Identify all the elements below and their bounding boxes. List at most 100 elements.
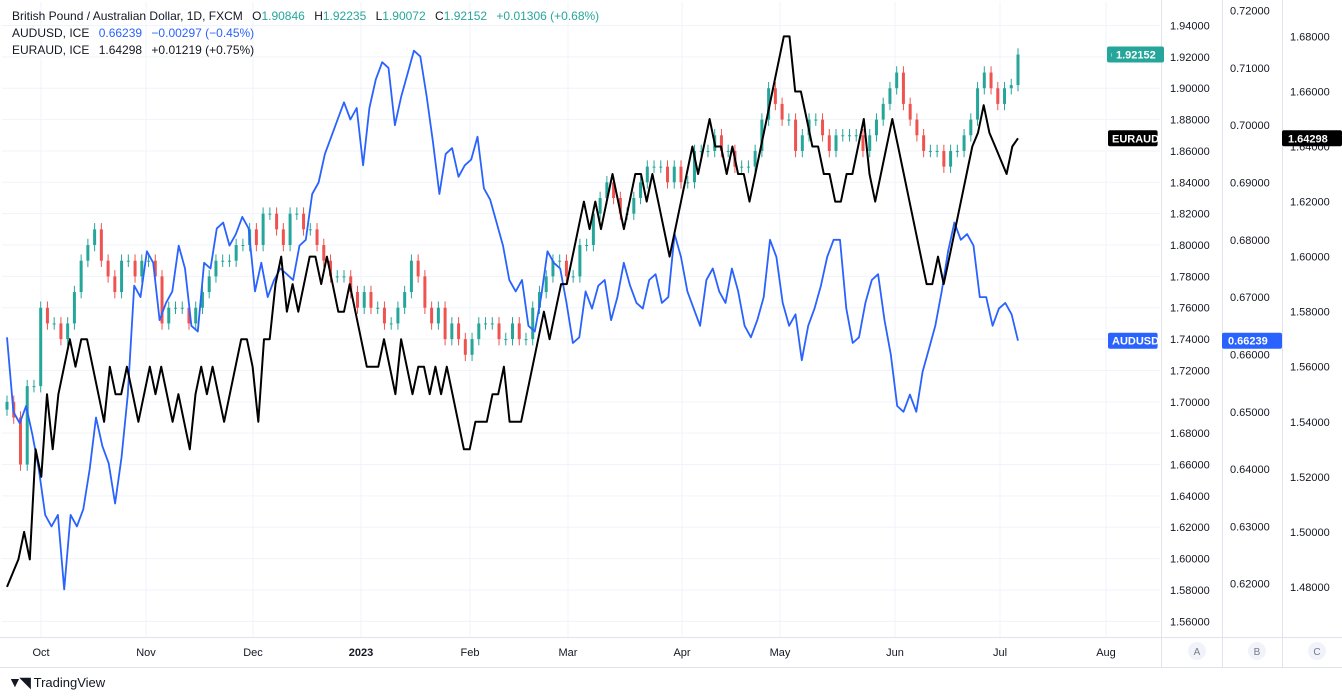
gbpaud-candle xyxy=(598,197,602,214)
scale-B-button xyxy=(1248,642,1266,660)
scale-A-tick-label: 1.62000 xyxy=(1170,522,1210,534)
scale-A-tick-label: 1.56000 xyxy=(1170,616,1210,628)
euraud-name: EURAUD, ICE xyxy=(12,43,90,57)
x-tick-label: Apr xyxy=(673,647,690,659)
main-symbol-name: British Pound / Australian Dollar, 1D, F… xyxy=(12,9,243,23)
scale-A-tick-label: 1.68000 xyxy=(1170,428,1210,440)
gbpaud-candle xyxy=(234,245,238,261)
legend-high: 1.92235 xyxy=(322,9,367,23)
gbpaud-candle xyxy=(524,339,528,341)
scale-A-tick-label: 1.88000 xyxy=(1170,115,1210,127)
gbpaud-candle xyxy=(544,276,548,293)
gbpaud-candle xyxy=(504,339,508,341)
gbpaud-value-text: 1.92152 xyxy=(1116,49,1156,61)
gbpaud-candle xyxy=(497,323,501,340)
gbpaud-candle xyxy=(753,150,757,167)
gbpaud-candle xyxy=(470,339,474,355)
audusd-line xyxy=(6,49,1019,591)
gbpaud-candle xyxy=(120,260,124,293)
gbpaud-candle xyxy=(976,88,980,120)
gbpaud-candle xyxy=(99,229,103,261)
gbpaud-candle xyxy=(564,260,568,277)
tradingview-logo[interactable]: ▼◥ TradingView xyxy=(8,674,105,691)
scale-B-tick-label: 0.63000 xyxy=(1230,521,1270,533)
legend-euraud-row[interactable]: EURAUD, ICE 1.64298 +0.01219 (+0.75%) xyxy=(12,42,599,59)
gbpaud-candle xyxy=(140,260,144,277)
gbpaud-candle xyxy=(666,166,670,183)
gbpaud-candle xyxy=(275,213,279,230)
gbpaud-candle xyxy=(302,213,306,230)
scale-B-tick-label: 0.70000 xyxy=(1230,120,1270,132)
gbpaud-candle xyxy=(227,260,231,262)
scale-B-tick-label: 0.71000 xyxy=(1230,63,1270,75)
x-tick-label: Jul xyxy=(993,647,1007,659)
gbpaud-candle xyxy=(888,88,892,104)
gbpaud-candle xyxy=(996,88,1000,104)
gbpaud-candle xyxy=(699,150,703,152)
gbpaud-candle xyxy=(652,166,656,168)
gbpaud-candle xyxy=(659,166,663,168)
scale-B-tick-label: 0.68000 xyxy=(1230,235,1270,247)
gbpaud-candle xyxy=(861,135,865,151)
chart-legend: British Pound / Australian Dollar, 1D, F… xyxy=(12,8,599,59)
gbpaud-candle xyxy=(740,166,744,168)
gbpaud-candle xyxy=(436,307,440,324)
gbpaud-candle xyxy=(821,119,825,136)
gbpaud-candle xyxy=(147,260,151,262)
scale-A-tick-label: 1.76000 xyxy=(1170,303,1210,315)
gbpaud-candle xyxy=(517,323,521,340)
gbpaud-candle xyxy=(484,323,488,325)
scale-C-tick-label: 1.56000 xyxy=(1290,362,1330,374)
gbpaud-candle xyxy=(342,276,346,278)
gbpaud-candle xyxy=(396,307,400,324)
scale-A-tick-label: 1.94000 xyxy=(1170,21,1210,33)
scale-A-tick-label: 1.70000 xyxy=(1170,397,1210,409)
scale-A-tick-label: 1.90000 xyxy=(1170,83,1210,95)
x-tick-label: Aug xyxy=(1096,647,1116,659)
scale-C-tick-label: 1.58000 xyxy=(1290,307,1330,319)
gbpaud-candle xyxy=(376,307,380,309)
legend-main-row[interactable]: British Pound / Australian Dollar, 1D, F… xyxy=(12,9,600,23)
scale-A-tick-label: 1.58000 xyxy=(1170,585,1210,597)
gbpaud-candle xyxy=(93,229,97,246)
gbpaud-candle xyxy=(531,307,535,340)
gbpaud-candle xyxy=(645,166,649,183)
gbpaud-candle xyxy=(585,245,589,247)
time-axis: Oct Nov Dec 2023 Feb Mar Apr May Jun Jul Aug xyxy=(32,647,1115,659)
scale-A-tick-label: 1.92000 xyxy=(1170,52,1210,64)
gbpaud-candle xyxy=(403,292,407,308)
gbpaud-candle xyxy=(281,229,285,246)
scale-B-tick-label: 0.67000 xyxy=(1230,292,1270,304)
gbpaud-candle xyxy=(308,229,312,231)
gbpaud-candle xyxy=(942,150,946,167)
scale-A-tick-label: 1.84000 xyxy=(1170,177,1210,189)
x-tick-label: Oct xyxy=(32,647,49,659)
gbpaud-candle xyxy=(962,135,966,151)
gbpaud-candle xyxy=(106,260,110,277)
audusd-value-text: 0.66239 xyxy=(1228,336,1268,348)
euraud-name-text: EURAUD xyxy=(1112,133,1159,145)
scale-A-tick-label: 1.82000 xyxy=(1170,209,1210,221)
gbpaud-candle xyxy=(672,166,676,183)
gbpaud-candle xyxy=(1016,54,1020,86)
audusd-value-badge xyxy=(1222,332,1282,349)
x-tick-label: 2023 xyxy=(349,647,373,659)
gbpaud-candle xyxy=(800,135,804,151)
tradingview-brand: TradingView xyxy=(33,675,106,690)
price-scales: 1.56000 1.58000 1.60000 1.62000 1.64000 1.660… xyxy=(1170,0,1330,667)
gbpaud-candle xyxy=(200,292,204,308)
audusd-name-text: AUDUSD xyxy=(1112,336,1159,348)
gbpaud-candle xyxy=(719,135,723,151)
gbpaud-candle xyxy=(477,323,481,340)
audusd-value: 0.66239 xyxy=(98,26,143,40)
euraud-value-text: 1.64298 xyxy=(1288,133,1328,145)
legend-audusd-row[interactable]: AUDUSD, ICE 0.66239 −0.00297 (−0.45%) xyxy=(12,25,599,42)
gbpaud-candle xyxy=(901,72,905,104)
scale-B-letter: B xyxy=(1254,647,1261,658)
gbpaud-candle xyxy=(571,276,575,278)
legend-open: 1.90846 xyxy=(261,9,305,23)
gbpaud-candle xyxy=(207,276,211,293)
gbpaud-candle xyxy=(935,150,939,152)
gbpaud-candle xyxy=(59,323,63,340)
